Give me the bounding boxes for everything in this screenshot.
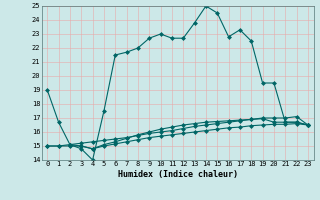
X-axis label: Humidex (Indice chaleur): Humidex (Indice chaleur) [118, 170, 237, 179]
